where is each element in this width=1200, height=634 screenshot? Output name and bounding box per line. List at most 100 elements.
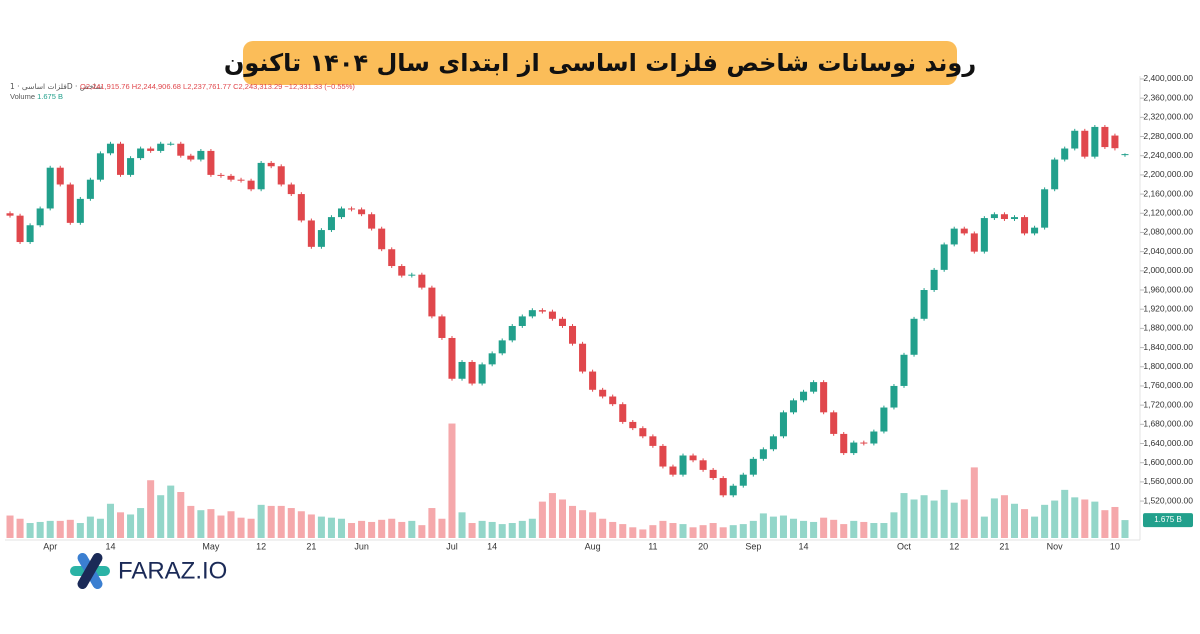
volume-bar <box>348 523 356 538</box>
candle-body <box>1000 214 1008 220</box>
y-tick-label: 2,040,000.00 <box>1143 246 1193 256</box>
candle-body <box>398 266 406 276</box>
candle-body <box>348 208 356 210</box>
candle-body <box>649 436 657 446</box>
candle-body <box>739 474 747 486</box>
candle-body <box>1041 189 1049 228</box>
y-tick-label: 1,720,000.00 <box>1143 399 1193 409</box>
x-tick-label: May <box>202 541 220 551</box>
candle-body <box>468 361 476 384</box>
volume-bar <box>167 485 175 538</box>
volume-bar <box>147 480 155 538</box>
volume-bar <box>458 512 466 538</box>
candle-body <box>337 208 346 218</box>
y-tick-label: 2,320,000.00 <box>1143 112 1193 122</box>
volume-bar <box>639 529 647 538</box>
candle-body <box>247 180 255 190</box>
candle-body <box>920 290 928 319</box>
candle-body <box>1071 130 1079 149</box>
volume-bar <box>930 500 938 538</box>
x-tick-label: 14 <box>487 541 497 551</box>
y-tick-label: 1,520,000.00 <box>1143 495 1193 505</box>
volume-bar <box>569 505 577 538</box>
volume-bar <box>558 499 566 538</box>
y-tick-label: 1,800,000.00 <box>1143 361 1193 371</box>
candle-body <box>307 220 315 247</box>
candle-body <box>699 460 707 470</box>
candle-body <box>36 208 44 226</box>
x-tick-label: 21 <box>999 541 1009 551</box>
volume-bar <box>609 521 617 538</box>
volume-value: 1.675 B <box>37 92 63 101</box>
volume-bar <box>1010 503 1019 538</box>
candle-body <box>106 143 114 154</box>
candle-body <box>860 442 868 444</box>
volume-bar <box>267 505 275 538</box>
change-value: −12,331.33 (−0.55%) <box>284 82 355 91</box>
ohlc-value: L2,237,761.77 <box>183 82 231 91</box>
candle-body <box>970 233 978 252</box>
candle-body <box>207 150 215 175</box>
x-tick-label: Oct <box>897 541 912 551</box>
candle-body <box>518 316 526 326</box>
volume-bar <box>307 514 315 538</box>
volume-bar <box>237 517 245 538</box>
instrument: فلزات اساسی · 1D · شاخص <box>10 82 102 91</box>
candle-body <box>980 218 988 252</box>
volume-bar <box>297 511 305 538</box>
candle-body <box>66 184 74 223</box>
candle-body <box>990 214 998 219</box>
candle-body <box>679 455 687 475</box>
volume-bar <box>749 520 757 538</box>
volume-bar <box>157 495 165 538</box>
y-tick-label: 1,760,000.00 <box>1143 380 1193 390</box>
volume-bar <box>528 518 536 538</box>
x-tick-label: Jul <box>446 541 458 551</box>
candle-body <box>569 325 577 344</box>
volume-bar <box>1111 506 1119 538</box>
x-tick-label: Nov <box>1047 541 1064 551</box>
candle-body <box>1010 217 1019 220</box>
candle-body <box>619 404 627 422</box>
volume-bar <box>1021 509 1029 538</box>
candle-body <box>910 318 918 355</box>
x-tick-label: 14 <box>105 541 115 551</box>
volume-bar <box>548 493 556 538</box>
candle-body <box>197 150 205 160</box>
volume-bar <box>669 523 677 538</box>
candle-body <box>16 215 24 243</box>
candle-body <box>850 442 858 454</box>
volume-bar <box>759 513 767 538</box>
volume-bar <box>137 508 145 538</box>
volume-bar <box>729 525 737 538</box>
candle-body <box>669 466 677 475</box>
volume-bar <box>217 515 225 538</box>
y-tick-label: 1,960,000.00 <box>1143 284 1193 294</box>
volume-tag <box>1143 513 1193 528</box>
candle-body <box>26 225 34 243</box>
volume-bar <box>86 516 94 538</box>
volume-bar <box>16 518 24 538</box>
candle-body <box>217 174 225 176</box>
volume-bar <box>589 512 597 538</box>
candle-body <box>639 428 647 437</box>
candle-body <box>779 412 787 437</box>
volume-bar <box>116 512 125 538</box>
volume-bar <box>337 518 346 538</box>
candle-body <box>237 179 245 181</box>
volume-bar <box>789 518 798 538</box>
volume-bar <box>197 510 205 538</box>
candle-body <box>719 478 727 496</box>
volume-bar <box>890 512 898 538</box>
candle-body <box>137 148 145 159</box>
candle-body <box>408 274 416 276</box>
candles <box>6 125 1129 498</box>
candle-body <box>297 194 305 221</box>
candle-body <box>127 158 135 175</box>
candle-body <box>759 449 767 459</box>
volume-name: Volume <box>10 92 35 101</box>
candle-body <box>820 382 828 413</box>
candle-body <box>388 249 396 267</box>
candle-body <box>880 407 888 432</box>
volume-bar <box>990 498 998 538</box>
